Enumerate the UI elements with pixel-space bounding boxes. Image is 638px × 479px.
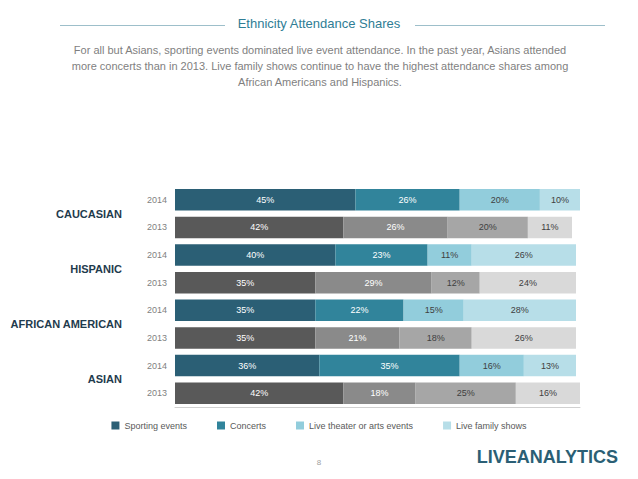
svg-text:13%: 13% [541,361,559,371]
svg-text:ASIAN: ASIAN [88,373,122,385]
svg-text:35%: 35% [236,305,254,315]
svg-text:26%: 26% [515,250,533,260]
svg-text:16%: 16% [539,388,557,398]
svg-text:35%: 35% [236,278,254,288]
html-text:Ethnicity Attendance Shares: Ethnicity Attendance Shares [237,16,401,31]
svg-text:42%: 42% [250,222,268,232]
svg-text:Concerts: Concerts [230,421,267,431]
svg-text:2014: 2014 [147,195,167,205]
html-text:For all but Asians, sporting e: For all but Asians, sporting events domi… [71,44,569,88]
svg-text:CAUCASIAN: CAUCASIAN [56,208,122,220]
html-text:8: 8 [316,458,322,467]
svg-text:16%: 16% [483,361,501,371]
svg-text:Sporting events: Sporting events [124,421,187,431]
svg-text:40%: 40% [246,250,264,260]
svg-text:AFRICAN AMERICAN: AFRICAN AMERICAN [11,318,122,330]
svg-text:23%: 23% [373,250,391,260]
svg-text:Live family shows: Live family shows [456,421,527,431]
svg-text:24%: 24% [519,278,537,288]
svg-text:26%: 26% [399,195,417,205]
svg-text:26%: 26% [515,333,533,343]
svg-text:15%: 15% [425,305,443,315]
svg-text:2013: 2013 [147,222,167,232]
svg-text:29%: 29% [364,278,382,288]
svg-text:2013: 2013 [147,388,167,398]
svg-text:36%: 36% [238,361,256,371]
svg-text:22%: 22% [350,305,368,315]
svg-text:35%: 35% [381,361,399,371]
svg-text:2013: 2013 [147,278,167,288]
svg-text:12%: 12% [447,278,465,288]
svg-text:Live theater or arts events: Live theater or arts events [309,421,414,431]
svg-text:HISPANIC: HISPANIC [70,263,122,275]
svg-text:26%: 26% [387,222,405,232]
svg-text:10%: 10% [551,195,569,205]
svg-text:18%: 18% [427,333,445,343]
svg-text:2014: 2014 [147,361,167,371]
svg-text:25%: 25% [457,388,475,398]
svg-text:21%: 21% [348,333,366,343]
svg-text:11%: 11% [441,250,458,260]
svg-text:45%: 45% [256,195,274,205]
svg-text:11%: 11% [541,222,558,232]
svg-text:2014: 2014 [147,250,167,260]
svg-text:28%: 28% [511,305,529,315]
svg-text:18%: 18% [370,388,388,398]
svg-text:2014: 2014 [147,305,167,315]
svg-text:35%: 35% [236,333,254,343]
svg-text:2013: 2013 [147,333,167,343]
svg-text:42%: 42% [250,388,268,398]
html-text:LIVEANALYTICS: LIVEANALYTICS [476,447,618,467]
svg-text:20%: 20% [491,195,509,205]
svg-text:20%: 20% [479,222,497,232]
